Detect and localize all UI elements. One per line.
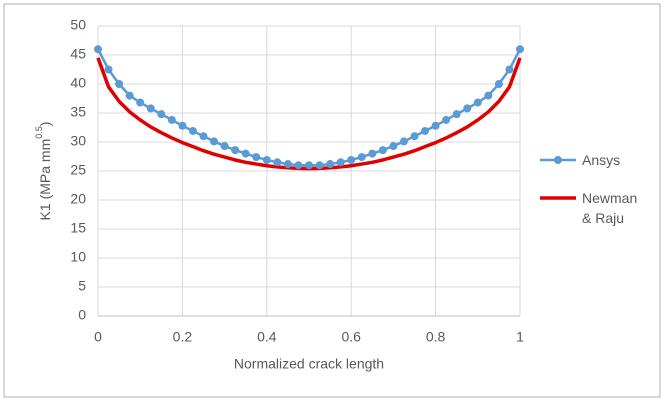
data-point — [494, 80, 503, 88]
x-tick-label: 0.6 — [341, 329, 361, 345]
legend-swatch — [540, 196, 576, 200]
data-point — [231, 146, 240, 155]
data-point — [484, 91, 493, 100]
data-point — [115, 80, 124, 88]
data-point — [389, 142, 398, 151]
data-point — [252, 153, 261, 162]
data-point — [505, 65, 514, 74]
y-axis-label: K1 (MPa mm0.5) — [34, 122, 52, 221]
x-tick-label: 0.8 — [426, 329, 446, 345]
y-tick-label: 20 — [70, 191, 86, 207]
legend-label: Ansys — [582, 152, 621, 168]
y-tick-label: 15 — [70, 220, 86, 236]
data-point — [347, 155, 356, 164]
data-point — [199, 132, 208, 141]
data-point — [378, 146, 387, 155]
data-point — [210, 137, 219, 146]
data-point — [326, 160, 335, 169]
y-tick-label: 35 — [70, 104, 86, 120]
y-tick-label: 25 — [70, 162, 86, 178]
y-tick-label: 45 — [70, 46, 86, 62]
data-point — [431, 121, 440, 130]
data-point — [463, 104, 472, 113]
legend-label: Newman & Raju — [582, 190, 638, 226]
data-point — [336, 158, 345, 167]
data-point — [178, 121, 187, 130]
legend: Ansys Newman & Raju — [540, 150, 650, 246]
y-label-sup: 0.5 — [34, 126, 44, 139]
data-point — [188, 126, 197, 135]
y-tick-label: 50 — [70, 17, 86, 33]
data-point — [442, 115, 451, 124]
x-tick-label: 0 — [94, 329, 102, 345]
data-point — [94, 45, 102, 54]
y-label-main: K1 (MPa mm — [37, 139, 53, 221]
data-point — [273, 158, 282, 167]
data-point — [294, 161, 303, 170]
legend-swatch — [540, 156, 576, 164]
data-point — [421, 126, 430, 135]
legend-entry: Ansys — [540, 150, 650, 170]
y-tick-label: 40 — [70, 75, 86, 91]
data-point — [136, 98, 145, 107]
y-tick-label: 10 — [70, 249, 86, 265]
x-tick-label: 1 — [516, 329, 524, 345]
legend-marker — [554, 156, 562, 164]
y-label-end: ) — [37, 122, 53, 127]
y-tick-label: 0 — [78, 307, 86, 323]
data-point — [220, 142, 229, 151]
data-point — [399, 137, 408, 146]
data-point — [262, 155, 271, 164]
data-point — [283, 160, 292, 169]
x-axis-label: Normalized crack length — [234, 356, 384, 372]
data-point — [241, 149, 250, 158]
data-point — [357, 153, 366, 162]
data-point — [473, 98, 482, 107]
legend-entry: Newman & Raju — [540, 188, 650, 228]
data-point — [410, 132, 419, 141]
data-point — [315, 161, 324, 170]
data-point — [125, 91, 134, 100]
data-point — [516, 45, 524, 54]
data-point — [157, 110, 166, 119]
data-point — [305, 161, 313, 170]
data-point — [104, 65, 113, 74]
data-point — [167, 115, 176, 124]
y-tick-label: 5 — [78, 278, 86, 294]
data-point — [368, 149, 377, 158]
x-tick-label: 0.4 — [257, 329, 277, 345]
y-tick-label: 30 — [70, 133, 86, 149]
data-point — [452, 110, 461, 119]
x-tick-label: 0.2 — [173, 329, 193, 345]
data-point — [146, 104, 155, 113]
